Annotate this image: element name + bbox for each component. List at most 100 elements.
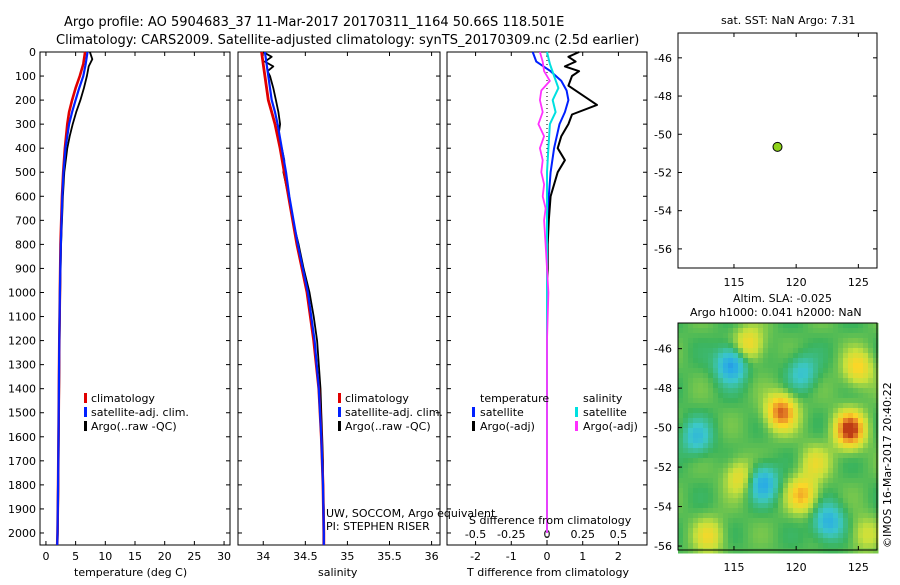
- sla-heatmap-cell: [678, 498, 684, 504]
- sla-heatmap-cell: [773, 488, 779, 494]
- sla-heatmap-cell: [743, 433, 749, 439]
- sla-heatmap-cell: [818, 393, 824, 399]
- sla-heatmap-cell: [803, 408, 809, 414]
- sla-heatmap-cell: [713, 498, 719, 504]
- sla-heatmap-cell: [853, 413, 859, 419]
- sla-heatmap-cell: [843, 343, 849, 349]
- sla-heatmap-cell: [723, 448, 729, 454]
- sla-heatmap-cell: [813, 528, 819, 534]
- sla-heatmap-cell: [868, 513, 874, 519]
- sla-heatmap-cell: [813, 543, 819, 549]
- sla-heatmap-cell: [798, 523, 804, 529]
- sla-heatmap-cell: [733, 418, 739, 424]
- y-tick-label: 1700: [8, 455, 36, 468]
- sla-heatmap-cell: [738, 518, 744, 524]
- sla-heatmap-cell: [858, 438, 864, 444]
- sla-heatmap-cell: [793, 538, 799, 544]
- sla-heatmap-cell: [753, 483, 759, 489]
- sla-heatmap-cell: [828, 323, 834, 329]
- sla-heatmap-cell: [813, 473, 819, 479]
- sla-heatmap-cell: [838, 448, 844, 454]
- sla-heatmap-cell: [778, 428, 784, 434]
- sla-heatmap-cell: [808, 548, 814, 554]
- sla-heatmap-cell: [868, 418, 874, 424]
- sla-heatmap-cell: [708, 373, 714, 379]
- sla-heatmap-cell: [858, 518, 864, 524]
- sla-heatmap-cell: [753, 443, 759, 449]
- sla-heatmap-cell: [678, 483, 684, 489]
- sla-heatmap-cell: [708, 503, 714, 509]
- sla-heatmap-cell: [813, 498, 819, 504]
- sla-heatmap-cell: [743, 348, 749, 354]
- sla-heatmap-cell: [853, 448, 859, 454]
- sla-heatmap-cell: [698, 528, 704, 534]
- sla-heatmap-cell: [788, 403, 794, 409]
- sla-heatmap-cell: [838, 478, 844, 484]
- sla-heatmap-cell: [678, 548, 684, 554]
- sla-heatmap-cell: [743, 353, 749, 359]
- sla-heatmap-cell: [833, 463, 839, 469]
- sla-heatmap-cell: [873, 408, 879, 414]
- sla-heatmap-cell: [813, 493, 819, 499]
- sla-heatmap-cell: [813, 368, 819, 374]
- sla-heatmap-cell: [733, 473, 739, 479]
- sla-heatmap-cell: [768, 398, 774, 404]
- sla-heatmap-cell: [833, 328, 839, 334]
- sla-heatmap-cell: [743, 408, 749, 414]
- sla-heatmap-cell: [683, 373, 689, 379]
- sla-heatmap-cell: [813, 423, 819, 429]
- sla-heatmap-cell: [868, 363, 874, 369]
- sla-heatmap-cell: [793, 543, 799, 549]
- sla-heatmap-cell: [823, 548, 829, 554]
- sla-heatmap-cell: [703, 428, 709, 434]
- y-tick-label: 900: [15, 262, 36, 275]
- sla-heatmap-cell: [843, 398, 849, 404]
- sla-heatmap-cell: [813, 523, 819, 529]
- sla-heatmap-cell: [863, 473, 869, 479]
- sla-heatmap-cell: [698, 523, 704, 529]
- sla-heatmap-cell: [693, 328, 699, 334]
- sla-heatmap-cell: [803, 473, 809, 479]
- sla-heatmap-cell: [823, 518, 829, 524]
- sla-heatmap-cell: [678, 468, 684, 474]
- sla-heatmap-cell: [713, 503, 719, 509]
- sla-heatmap-cell: [848, 403, 854, 409]
- sla-heatmap-cell: [763, 363, 769, 369]
- sla-heatmap-cell: [788, 368, 794, 374]
- sla-heatmap-cell: [838, 368, 844, 374]
- sla-heatmap-cell: [803, 538, 809, 544]
- sla-heatmap-cell: [688, 378, 694, 384]
- sla-heatmap-cell: [758, 493, 764, 499]
- sla-heatmap-cell: [778, 513, 784, 519]
- sla-heatmap-cell: [703, 423, 709, 429]
- sla-heatmap-cell: [703, 373, 709, 379]
- sla-heatmap-cell: [843, 478, 849, 484]
- sla-heatmap-cell: [863, 538, 869, 544]
- sla-heatmap-cell: [823, 443, 829, 449]
- sla-heatmap-cell: [703, 343, 709, 349]
- sla-heatmap-cell: [803, 523, 809, 529]
- sla-heatmap-cell: [788, 478, 794, 484]
- sla-heatmap-cell: [798, 463, 804, 469]
- sla-heatmap-cell: [838, 323, 844, 329]
- sla-heatmap-cell: [783, 333, 789, 339]
- sla-heatmap-cell: [743, 463, 749, 469]
- sla-heatmap-cell: [818, 403, 824, 409]
- sla-heatmap-cell: [693, 403, 699, 409]
- sla-heatmap-cell: [678, 443, 684, 449]
- sla-heatmap-cell: [848, 383, 854, 389]
- sla-heatmap-cell: [788, 438, 794, 444]
- sla-heatmap-cell: [823, 343, 829, 349]
- sla-heatmap-cell: [863, 533, 869, 539]
- sla-heatmap-cell: [853, 488, 859, 494]
- sla-heatmap-cell: [808, 338, 814, 344]
- sla-heatmap-cell: [753, 453, 759, 459]
- sla-heatmap-cell: [813, 448, 819, 454]
- sla-heatmap-cell: [838, 528, 844, 534]
- sla-heatmap-cell: [838, 408, 844, 414]
- sla-heatmap-cell: [698, 478, 704, 484]
- sla-heatmap-cell: [693, 533, 699, 539]
- sla-heatmap-cell: [838, 523, 844, 529]
- sla-heatmap-cell: [778, 523, 784, 529]
